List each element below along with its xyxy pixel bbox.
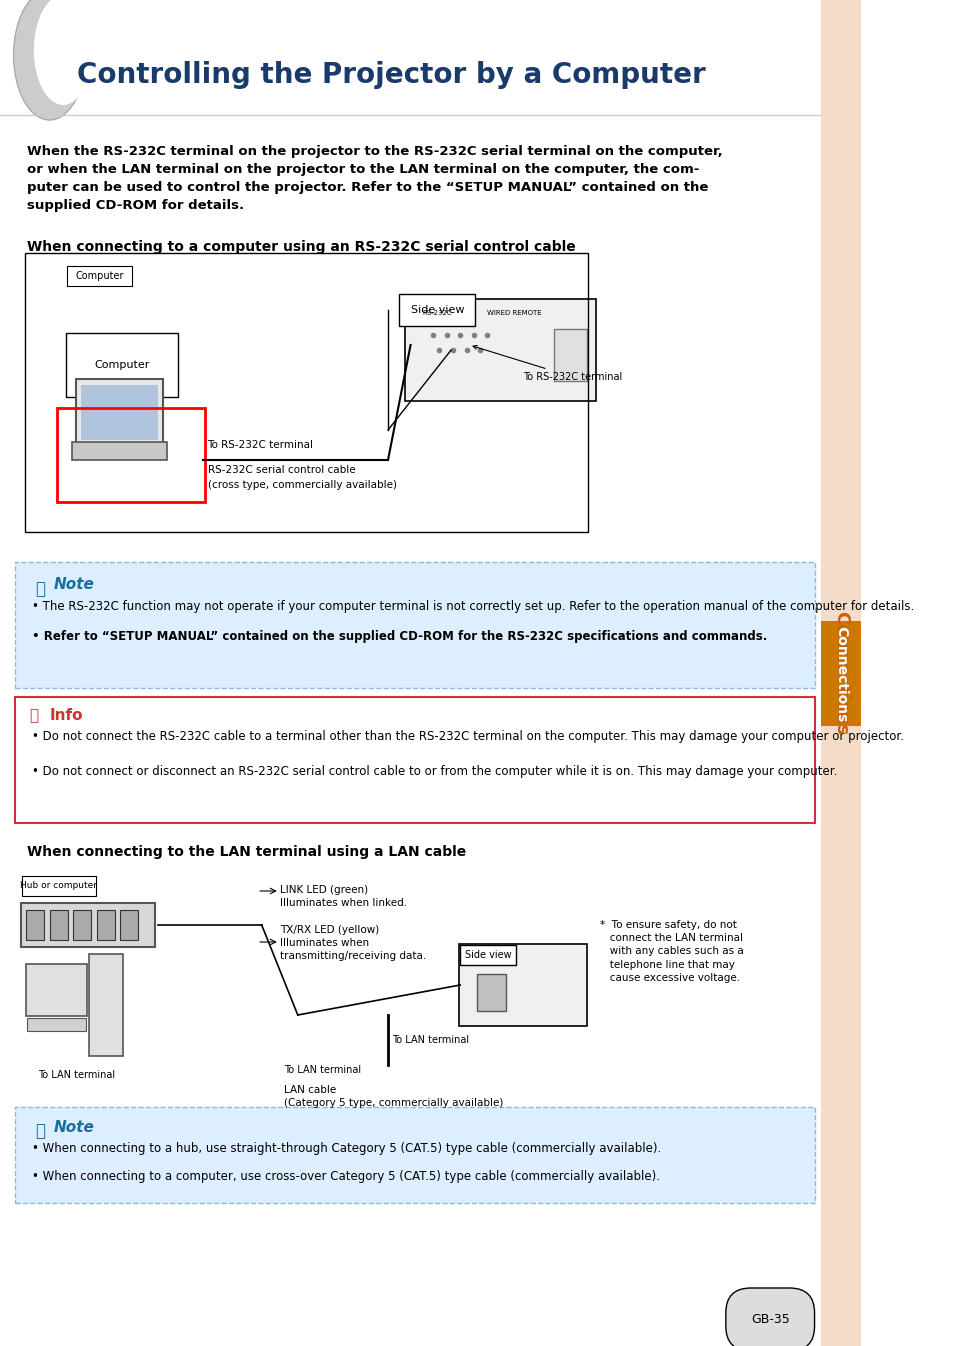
Text: To LAN terminal: To LAN terminal — [392, 1035, 469, 1044]
Text: GB-35: GB-35 — [750, 1312, 789, 1326]
FancyBboxPatch shape — [75, 380, 163, 446]
Text: *  To ensure safety, do not
   connect the LAN terminal
   with any cables such : * To ensure safety, do not connect the L… — [599, 921, 743, 983]
FancyBboxPatch shape — [15, 697, 814, 822]
Text: WIRED REMOTE: WIRED REMOTE — [487, 310, 541, 316]
FancyBboxPatch shape — [96, 910, 114, 940]
FancyBboxPatch shape — [120, 910, 138, 940]
FancyBboxPatch shape — [476, 975, 506, 1011]
Text: • When connecting to a hub, use straight-through Category 5 (CAT.5) type cable (: • When connecting to a hub, use straight… — [31, 1141, 660, 1155]
Text: To RS-232C terminal: To RS-232C terminal — [208, 440, 314, 450]
FancyBboxPatch shape — [73, 910, 91, 940]
FancyBboxPatch shape — [15, 563, 814, 688]
FancyBboxPatch shape — [27, 1018, 86, 1031]
Text: When the RS-232C terminal on the projector to the RS-232C serial terminal on the: When the RS-232C terminal on the project… — [27, 145, 722, 213]
Text: 📋: 📋 — [35, 580, 46, 598]
Text: To RS-232C terminal: To RS-232C terminal — [473, 346, 622, 382]
Text: To LAN terminal: To LAN terminal — [284, 1065, 361, 1075]
FancyBboxPatch shape — [66, 332, 177, 397]
Text: LAN cable: LAN cable — [284, 1085, 336, 1096]
Text: • The RS-232C function may not operate if your computer terminal is not correctl: • The RS-232C function may not operate i… — [31, 600, 913, 612]
Text: Connections: Connections — [833, 626, 847, 723]
FancyBboxPatch shape — [458, 944, 587, 1026]
FancyBboxPatch shape — [26, 964, 87, 1016]
Text: transmitting/receiving data.: transmitting/receiving data. — [279, 952, 426, 961]
FancyBboxPatch shape — [67, 267, 132, 285]
Ellipse shape — [13, 0, 86, 120]
Text: (Category 5 type, commercially available): (Category 5 type, commercially available… — [284, 1098, 503, 1108]
Text: When connecting to a computer using an RS-232C serial control cable: When connecting to a computer using an R… — [27, 240, 576, 254]
FancyBboxPatch shape — [50, 910, 68, 940]
Text: Info: Info — [50, 708, 83, 723]
FancyBboxPatch shape — [26, 910, 44, 940]
Text: 📕: 📕 — [29, 708, 38, 723]
Text: LINK LED (green): LINK LED (green) — [279, 886, 368, 895]
Text: To LAN terminal: To LAN terminal — [38, 1070, 115, 1079]
FancyBboxPatch shape — [821, 0, 860, 1346]
FancyBboxPatch shape — [22, 876, 95, 896]
Text: Connections: Connections — [831, 611, 849, 735]
Text: Hub or computer: Hub or computer — [20, 882, 97, 891]
Text: Computer: Computer — [94, 359, 150, 370]
Text: When connecting to the LAN terminal using a LAN cable: When connecting to the LAN terminal usin… — [27, 845, 466, 859]
Text: • When connecting to a computer, use cross-over Category 5 (CAT.5) type cable (c: • When connecting to a computer, use cro… — [31, 1170, 659, 1183]
FancyBboxPatch shape — [81, 385, 158, 440]
Text: RS-232C: RS-232C — [422, 310, 452, 316]
FancyBboxPatch shape — [405, 299, 596, 401]
Text: • Do not connect or disconnect an RS-232C serial control cable to or from the co: • Do not connect or disconnect an RS-232… — [31, 765, 836, 778]
FancyBboxPatch shape — [554, 328, 587, 381]
Text: Computer: Computer — [75, 271, 123, 281]
Text: RS-232C serial control cable: RS-232C serial control cable — [208, 464, 355, 475]
Text: TX/RX LED (yellow): TX/RX LED (yellow) — [279, 925, 378, 935]
Text: • Do not connect the RS-232C cable to a terminal other than the RS-232C terminal: • Do not connect the RS-232C cable to a … — [31, 730, 902, 743]
FancyBboxPatch shape — [821, 621, 860, 725]
Text: • Refer to “SETUP MANUAL” contained on the supplied CD-ROM for the RS-232C speci: • Refer to “SETUP MANUAL” contained on t… — [31, 630, 766, 643]
Text: Note: Note — [54, 577, 95, 592]
Text: Side view: Side view — [410, 306, 463, 315]
FancyBboxPatch shape — [90, 954, 123, 1057]
Text: Note: Note — [54, 1120, 95, 1135]
Ellipse shape — [33, 0, 92, 105]
Text: Controlling the Projector by a Computer: Controlling the Projector by a Computer — [76, 61, 704, 89]
Text: Side view: Side view — [464, 950, 511, 960]
Text: Illuminates when linked.: Illuminates when linked. — [279, 898, 406, 909]
Text: Illuminates when: Illuminates when — [279, 938, 369, 948]
FancyBboxPatch shape — [21, 903, 155, 948]
FancyBboxPatch shape — [15, 1106, 814, 1203]
Text: 📋: 📋 — [35, 1123, 46, 1140]
Text: (cross type, commercially available): (cross type, commercially available) — [208, 481, 396, 490]
FancyBboxPatch shape — [72, 441, 167, 460]
